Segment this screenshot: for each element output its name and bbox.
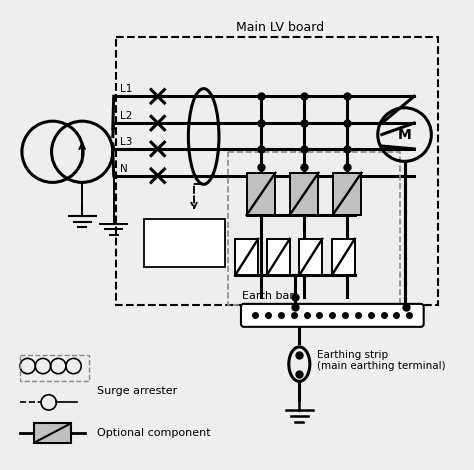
Bar: [34, 423, 71, 443]
Bar: [246, 173, 275, 215]
FancyBboxPatch shape: [241, 304, 424, 327]
Text: M: M: [398, 127, 411, 141]
Text: Main LV board: Main LV board: [236, 21, 324, 34]
Bar: [235, 239, 258, 275]
Bar: [333, 173, 362, 215]
Bar: [299, 239, 322, 275]
Text: Surge arrester: Surge arrester: [97, 386, 177, 396]
Text: L2: L2: [120, 111, 133, 121]
Text: Earthing strip
(main earthing terminal): Earthing strip (main earthing terminal): [317, 350, 445, 371]
Text: N: N: [120, 164, 128, 174]
Bar: [332, 239, 355, 275]
Bar: [20, 354, 89, 381]
Text: L1: L1: [120, 85, 133, 94]
Text: Time-
delayed: Time- delayed: [164, 232, 205, 253]
Bar: [145, 219, 225, 266]
Bar: [116, 37, 438, 305]
Bar: [267, 239, 290, 275]
Bar: [228, 152, 400, 305]
Text: L3: L3: [120, 137, 133, 147]
Text: Optional component: Optional component: [97, 428, 210, 438]
Text: Earth bar: Earth bar: [242, 291, 294, 301]
Bar: [290, 173, 319, 215]
